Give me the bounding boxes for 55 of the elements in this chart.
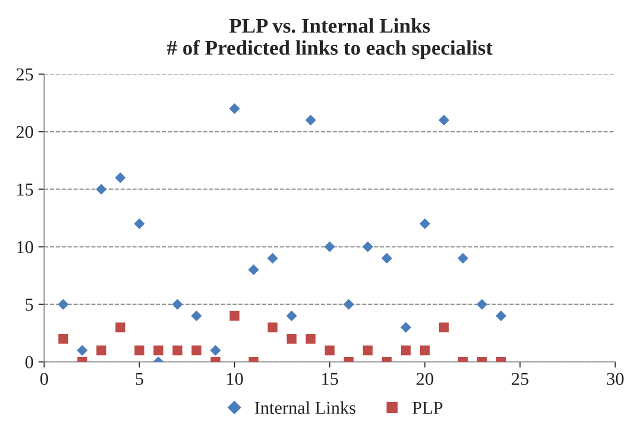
point xyxy=(172,345,182,356)
point xyxy=(419,218,430,230)
point xyxy=(267,252,278,264)
point xyxy=(76,344,88,356)
point xyxy=(58,298,69,310)
point xyxy=(248,264,259,276)
x-tick-label: 15 xyxy=(322,372,338,386)
point xyxy=(400,322,412,333)
point xyxy=(343,298,354,310)
point xyxy=(268,322,278,332)
point xyxy=(286,334,297,344)
point xyxy=(324,241,336,252)
point xyxy=(172,298,183,310)
point xyxy=(191,310,202,322)
x-tick-label: 10 xyxy=(227,372,243,386)
point xyxy=(400,345,411,356)
chart-title: PLP vs. Internal Links # of Predicted links to each specialist xyxy=(166,18,493,60)
point xyxy=(58,334,68,344)
point xyxy=(305,114,316,126)
point xyxy=(362,345,373,356)
point xyxy=(134,218,145,230)
y-tick-label: 25 xyxy=(16,68,34,81)
point xyxy=(439,322,449,332)
x-tick-label: 25 xyxy=(512,372,528,386)
x-tick-label: 0 xyxy=(40,372,48,386)
point xyxy=(420,345,430,356)
y-tick-label: 15 xyxy=(17,184,34,196)
y-tick-label: 20 xyxy=(16,126,34,138)
x-tick-label: 30 xyxy=(607,372,624,386)
point xyxy=(476,298,488,310)
point xyxy=(153,345,164,356)
point xyxy=(458,252,468,264)
point xyxy=(362,241,374,252)
point xyxy=(229,103,240,114)
point xyxy=(324,345,335,356)
point xyxy=(381,252,392,264)
point xyxy=(286,310,298,322)
point xyxy=(114,172,126,184)
legend-label: Internal Links xyxy=(254,401,356,414)
x-tick-label: 20 xyxy=(416,372,434,386)
point xyxy=(438,114,450,126)
y-tick-label: 0 xyxy=(25,356,34,368)
legend-label: PLP xyxy=(412,402,442,414)
point xyxy=(230,310,240,321)
point xyxy=(496,310,506,322)
point xyxy=(306,334,316,344)
point xyxy=(134,345,144,356)
point xyxy=(96,345,106,356)
point xyxy=(115,322,126,332)
y-tick-label: 5 xyxy=(26,298,34,311)
point xyxy=(210,344,221,356)
point xyxy=(192,345,202,356)
point xyxy=(96,184,107,195)
y-tick-label: 10 xyxy=(17,241,34,254)
x-tick-label: 5 xyxy=(136,373,144,386)
